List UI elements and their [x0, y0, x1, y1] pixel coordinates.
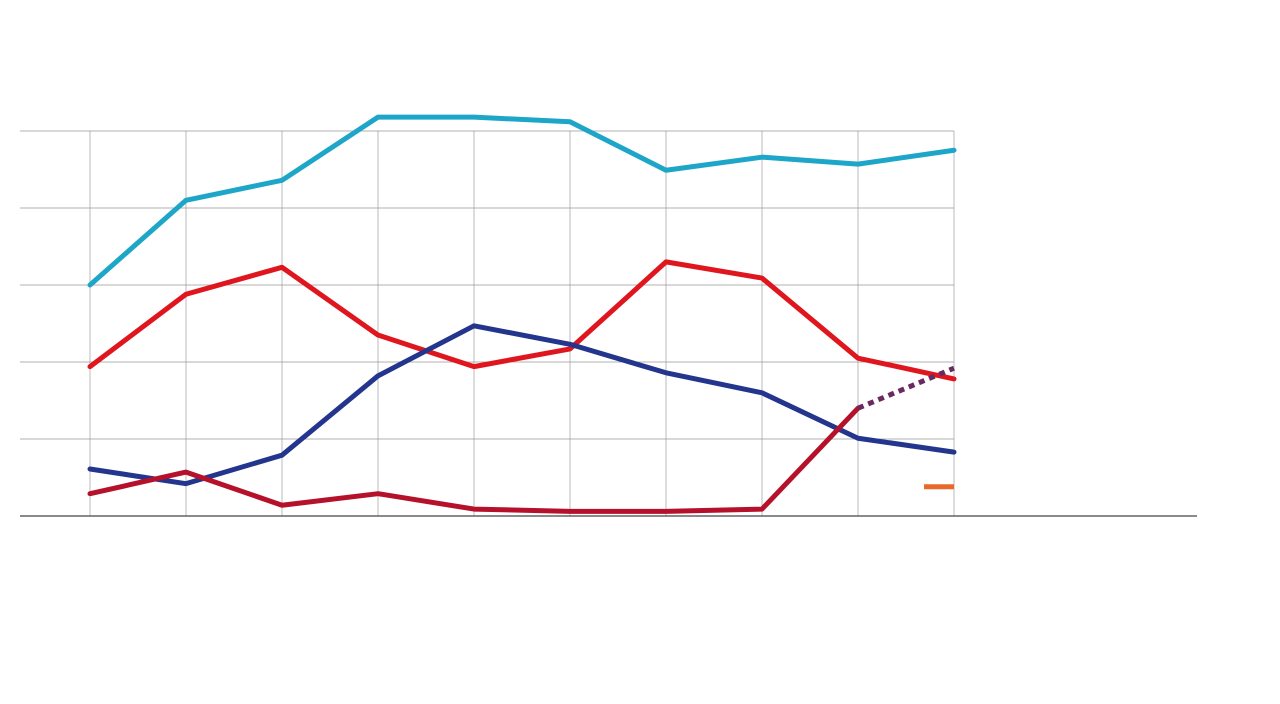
series-line: [87, 259, 957, 382]
series-line: [87, 114, 957, 288]
series-line: [857, 365, 955, 411]
series-line: [87, 405, 861, 514]
series-line: [87, 323, 957, 487]
